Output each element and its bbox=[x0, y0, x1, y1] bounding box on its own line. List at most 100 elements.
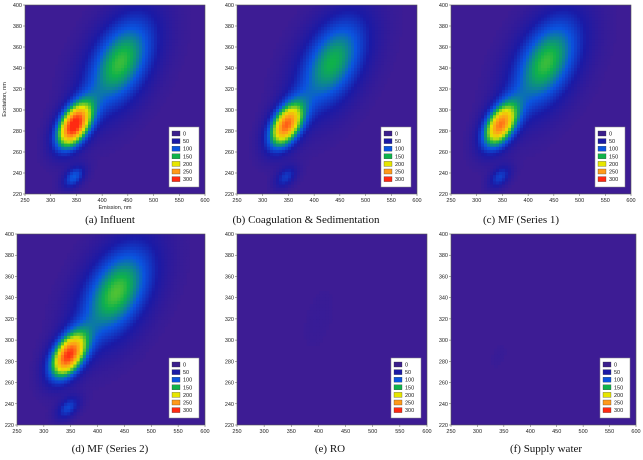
x-tick-label: 600 bbox=[200, 429, 209, 435]
x-tick-label: 450 bbox=[123, 198, 132, 204]
y-tick-label: 340 bbox=[225, 66, 234, 72]
legend-swatch bbox=[383, 161, 393, 167]
y-tick-label: 360 bbox=[439, 45, 448, 51]
legend-swatch bbox=[393, 399, 403, 406]
legend-swatch bbox=[602, 407, 612, 413]
legend-label: 150 bbox=[614, 385, 623, 391]
legend-label: 100 bbox=[183, 147, 192, 153]
legend-swatch bbox=[602, 361, 612, 368]
legend-label: 300 bbox=[395, 177, 404, 183]
y-tick-label: 260 bbox=[225, 381, 234, 387]
y-tick-label: 260 bbox=[225, 150, 234, 156]
legend-label: 50 bbox=[183, 370, 189, 376]
legend-label: 0 bbox=[183, 363, 186, 369]
x-tick-label: 250 bbox=[446, 198, 455, 204]
y-axis-label: Excitation, nm bbox=[2, 82, 8, 117]
legend-label: 250 bbox=[405, 401, 414, 407]
legend-label: 0 bbox=[609, 132, 612, 138]
plot-frame bbox=[236, 233, 428, 426]
intensity-field bbox=[37, 5, 191, 194]
eem-panel: 250 300 350 400 450 500 550 6002202402602803003… bbox=[439, 232, 641, 455]
y-tick-label: 240 bbox=[439, 402, 448, 408]
x-tick-label: 300 bbox=[260, 429, 269, 435]
y-tick-label: 320 bbox=[439, 87, 448, 93]
legend-swatch bbox=[602, 399, 612, 406]
x-tick-label: 250 bbox=[232, 429, 241, 435]
y-tick-label: 360 bbox=[5, 274, 14, 280]
legend-swatch bbox=[171, 399, 181, 406]
y-tick-label: 340 bbox=[439, 66, 448, 72]
x-tick-label: 550 bbox=[605, 429, 614, 435]
y-tick-label: 400 bbox=[225, 3, 234, 9]
y-tick-label: 260 bbox=[13, 150, 22, 156]
y-tick-label: 340 bbox=[439, 296, 448, 302]
y-tick-label: 220 bbox=[439, 423, 448, 429]
panel-caption: (d) MF (Series 2) bbox=[72, 443, 149, 455]
y-tick-label: 260 bbox=[439, 381, 448, 387]
x-tick-label: 350 bbox=[499, 429, 508, 435]
x-tick-label: 350 bbox=[498, 198, 507, 204]
y-tick-label: 320 bbox=[225, 317, 234, 323]
y-tick-label: 360 bbox=[439, 274, 448, 280]
legend-label: 200 bbox=[614, 393, 623, 399]
x-tick-label: 600 bbox=[412, 198, 421, 204]
eem-panel: 250 300 350 400 450 500 550 6002202402602803003… bbox=[2, 3, 210, 226]
x-tick-label: 550 bbox=[395, 429, 404, 435]
y-tick-label: 240 bbox=[225, 402, 234, 408]
legend-swatch bbox=[597, 161, 607, 167]
plot-frame bbox=[16, 233, 206, 426]
legend-swatch bbox=[171, 130, 181, 137]
y-tick-label: 400 bbox=[439, 232, 448, 238]
y-tick-label: 380 bbox=[439, 253, 448, 259]
y-tick-label: 380 bbox=[225, 253, 234, 259]
y-tick-label: 220 bbox=[439, 192, 448, 198]
y-tick-label: 380 bbox=[13, 24, 22, 30]
legend-label: 0 bbox=[405, 363, 408, 369]
y-tick-label: 380 bbox=[225, 24, 234, 30]
y-tick-label: 280 bbox=[439, 129, 448, 135]
y-tick-label: 220 bbox=[5, 423, 14, 429]
y-tick-label: 360 bbox=[13, 45, 22, 51]
legend-swatch bbox=[597, 130, 607, 137]
y-tick-label: 280 bbox=[439, 359, 448, 365]
legend-label: 200 bbox=[405, 393, 414, 399]
legend-label: 200 bbox=[183, 162, 192, 168]
x-tick-label: 300 bbox=[46, 198, 55, 204]
legend-swatch bbox=[393, 377, 403, 383]
y-tick-label: 360 bbox=[225, 45, 234, 51]
x-tick-label: 500 bbox=[147, 429, 156, 435]
intensity-field bbox=[249, 5, 403, 194]
x-tick-label: 400 bbox=[310, 198, 319, 204]
legend-swatch bbox=[393, 407, 403, 413]
legend-label: 300 bbox=[614, 408, 623, 414]
y-tick-label: 340 bbox=[225, 296, 234, 302]
y-tick-label: 340 bbox=[13, 66, 22, 72]
legend-swatch bbox=[383, 146, 393, 152]
plot-frame bbox=[450, 233, 637, 426]
x-tick-label: 500 bbox=[149, 198, 158, 204]
legend-swatch bbox=[597, 153, 607, 159]
x-tick-label: 250 bbox=[20, 198, 29, 204]
y-tick-label: 260 bbox=[439, 150, 448, 156]
plot-frame bbox=[24, 4, 206, 195]
panel-caption: (f) Supply water bbox=[510, 443, 582, 455]
panel-caption: (e) RO bbox=[315, 443, 345, 455]
y-tick-label: 360 bbox=[225, 274, 234, 280]
eem-panel: 250 300 350 400 450 500 550 6002202402602803003… bbox=[5, 232, 210, 455]
x-tick-label: 250 bbox=[232, 198, 241, 204]
legend-swatch bbox=[597, 138, 607, 144]
legend-label: 50 bbox=[609, 139, 615, 145]
legend-label: 300 bbox=[405, 408, 414, 414]
legend-swatch bbox=[383, 130, 393, 137]
legend-swatch bbox=[393, 392, 403, 398]
legend-swatch bbox=[171, 377, 181, 383]
y-tick-label: 220 bbox=[13, 192, 22, 198]
intensity-field bbox=[303, 291, 333, 346]
legend-label: 150 bbox=[405, 385, 414, 391]
legend-swatch bbox=[602, 377, 612, 383]
legend-swatch bbox=[597, 168, 607, 175]
